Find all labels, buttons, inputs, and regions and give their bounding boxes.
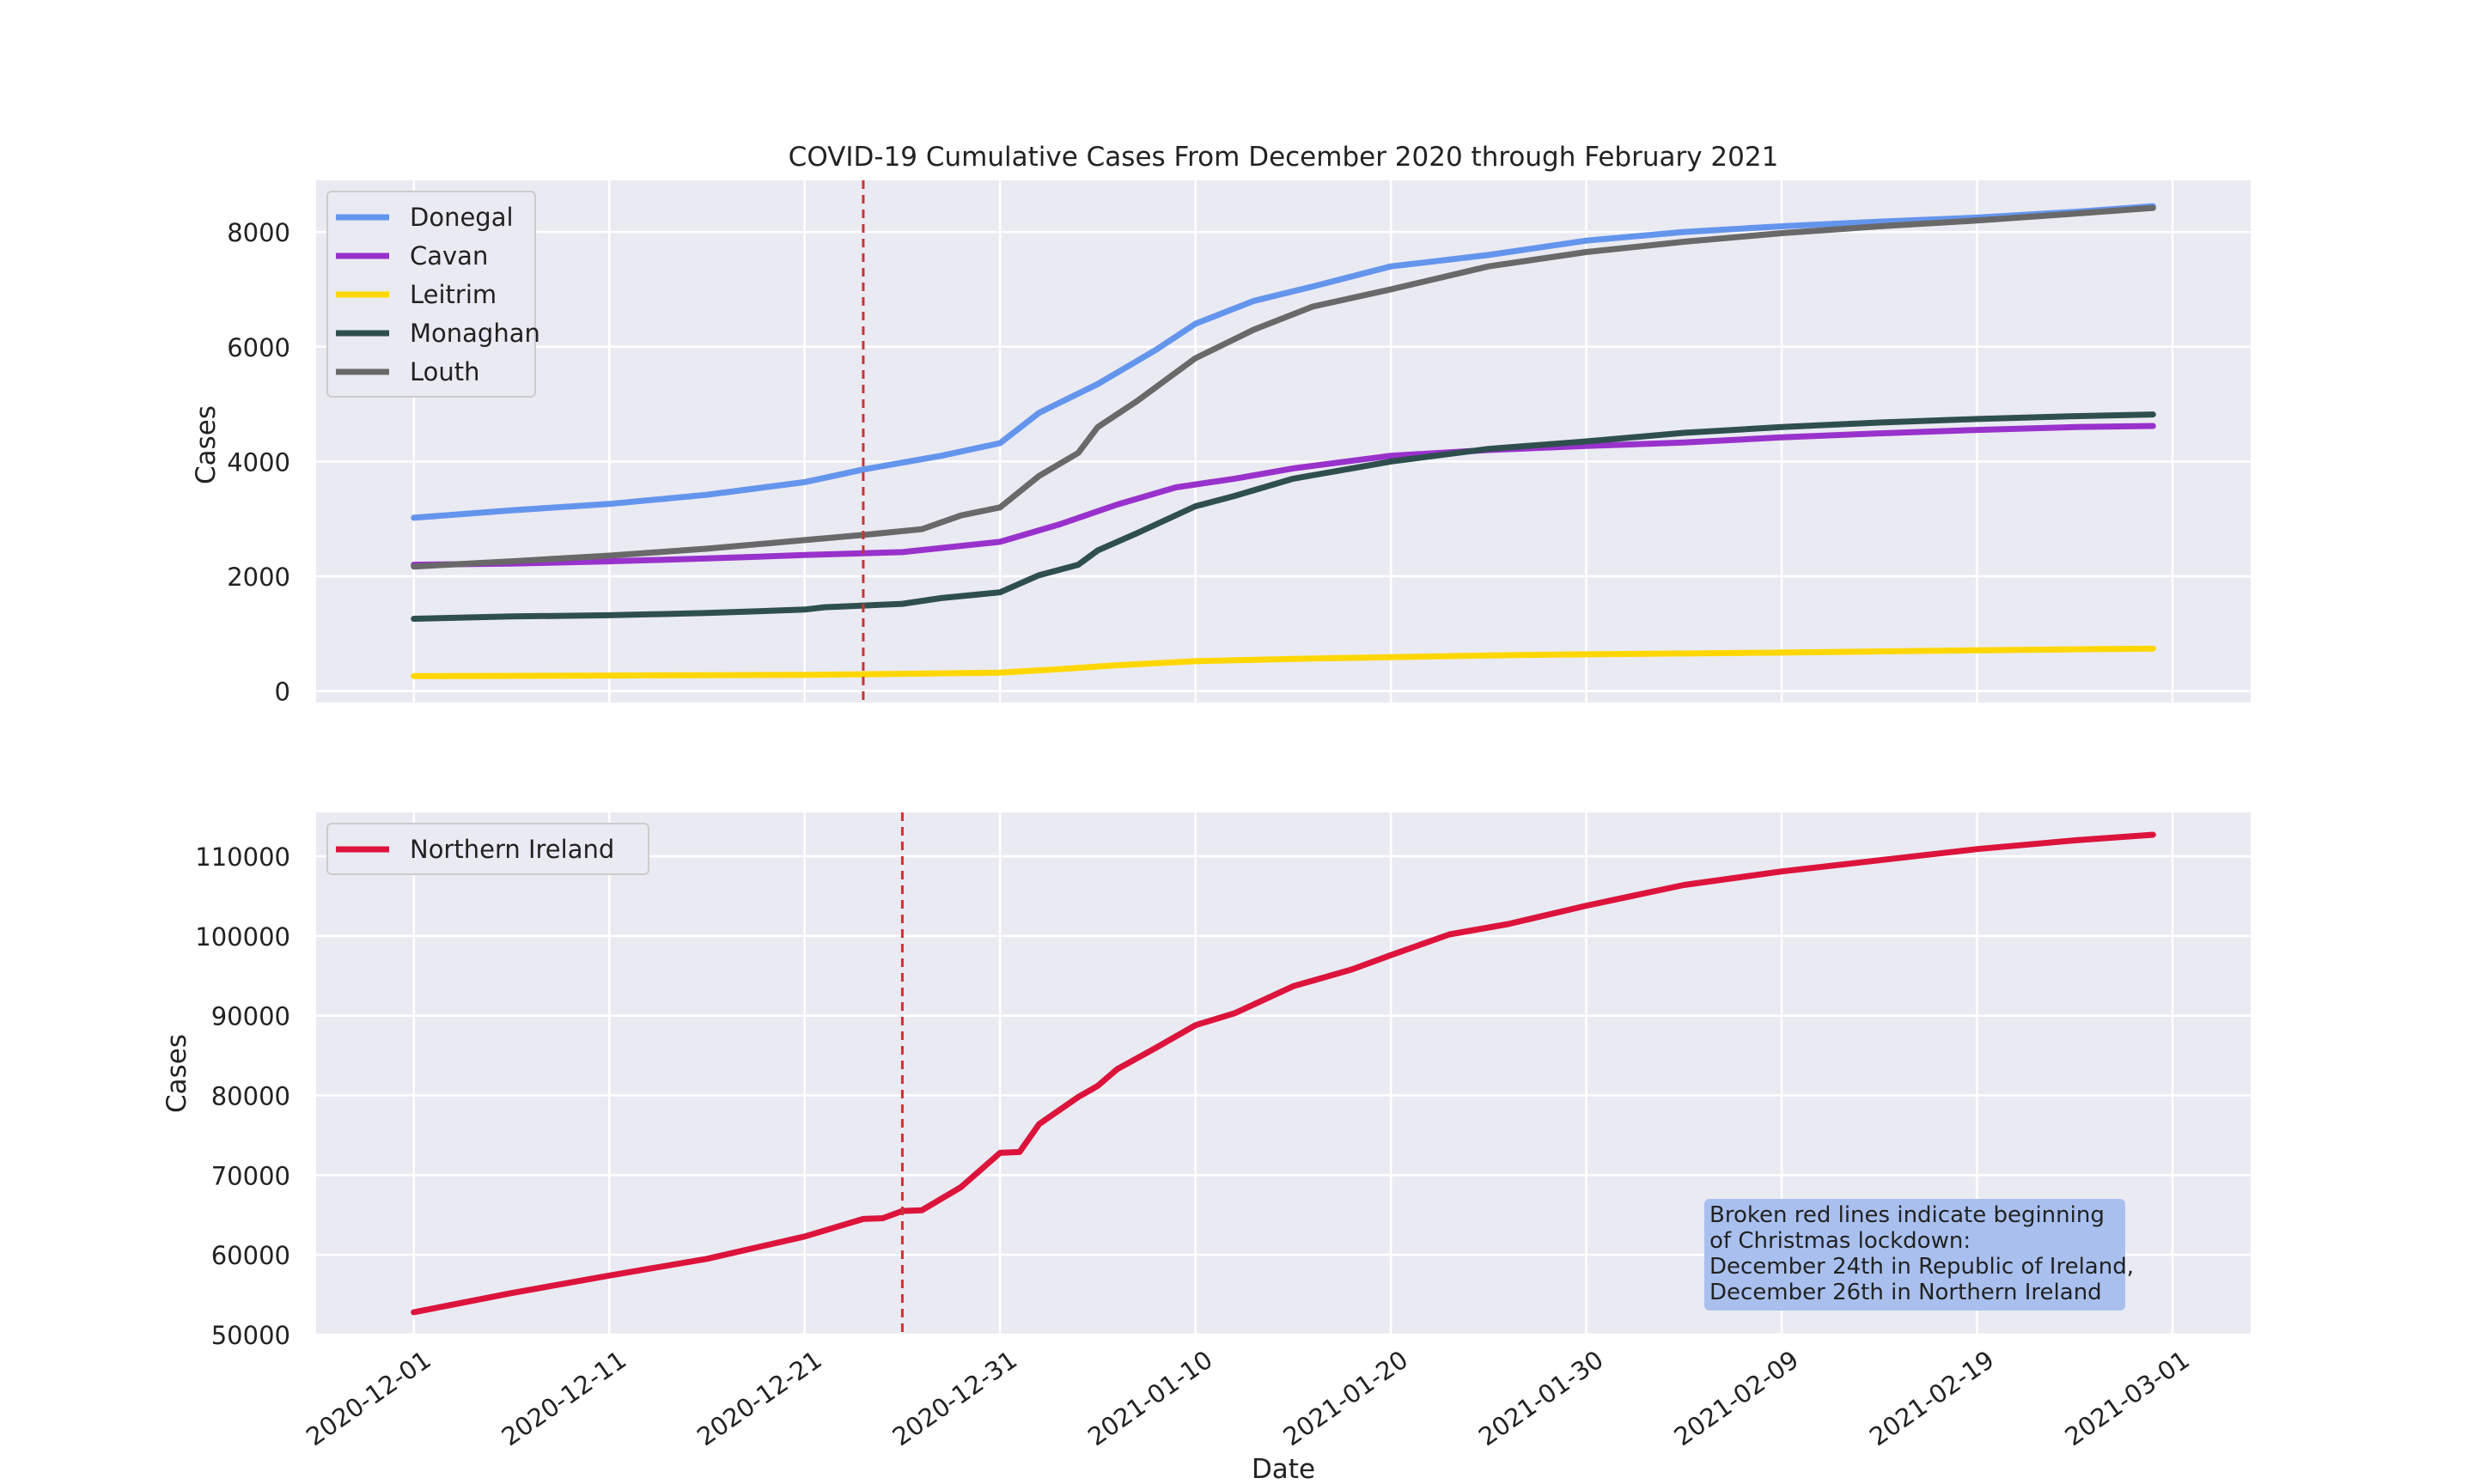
top-y-tick-label: 8000	[227, 218, 290, 247]
x-tick-label: 2021-02-19	[1864, 1345, 2000, 1452]
bottom-y-axis-label: Cases	[161, 1034, 192, 1113]
chart-title: COVID-19 Cumulative Cases From December …	[789, 142, 1779, 173]
bottom-y-tick-label: 100000	[195, 922, 290, 952]
x-tick-label: 2021-01-10	[1082, 1345, 1218, 1452]
x-tick-label: 2021-01-30	[1473, 1345, 1609, 1452]
top-plot-area	[316, 180, 2251, 702]
top-legend: Donegal Cavan Leitrim Monaghan Louth	[326, 191, 540, 398]
legend-label-monaghan: Monaghan	[410, 319, 540, 348]
bottom-legend: Northern Ireland	[326, 823, 649, 875]
top-y-axis-label: Cases	[191, 405, 222, 484]
bottom-y-tick-labels: 50000 60000 70000 80000 90000 100000 110000	[195, 842, 290, 1350]
series-line-leitrim	[411, 645, 2156, 679]
series-line-monaghan	[411, 411, 2156, 622]
legend-label-cavan: Cavan	[410, 241, 488, 271]
top-series-lines	[411, 203, 2156, 679]
legend-label-leitrim: Leitrim	[410, 280, 497, 309]
series-line-cavan	[411, 423, 2156, 569]
annotation-line-2: of Christmas lockdown:	[1709, 1228, 1971, 1254]
x-tick-labels: 2020-12-01 2020-12-11 2020-12-21 2020-12-31…	[301, 1345, 2195, 1452]
bottom-y-tick-label: 60000	[211, 1241, 290, 1270]
x-tick-label: 2020-12-21	[692, 1345, 827, 1452]
x-tick-label: 2021-01-20	[1278, 1345, 1414, 1452]
bottom-y-tick-label: 70000	[211, 1161, 290, 1190]
top-y-tick-label: 4000	[227, 447, 290, 477]
top-y-tick-label: 2000	[227, 563, 290, 592]
bottom-panel: 50000 60000 70000 80000 90000 100000 110000 20…	[161, 812, 2251, 1484]
legend-label-northern-ireland: Northern Ireland	[410, 835, 614, 864]
annotation-line-1: Broken red lines indicate beginning	[1709, 1202, 2105, 1228]
bottom-series-lines	[411, 831, 2156, 1316]
series-line-northern-ireland	[411, 831, 2156, 1316]
top-legend-box	[326, 191, 536, 398]
bottom-y-tick-label: 90000	[211, 1002, 290, 1031]
x-axis-label: Date	[1252, 1454, 1315, 1484]
x-tick-label: 2020-12-31	[887, 1345, 1023, 1452]
annotation-box: Broken red lines indicate beginning of C…	[1704, 1199, 2134, 1311]
annotation-background	[1704, 1199, 2125, 1311]
legend-label-louth: Louth	[410, 357, 480, 386]
x-tick-label: 2021-03-01	[2059, 1345, 2195, 1452]
top-y-tick-label: 6000	[227, 333, 290, 362]
bottom-y-tick-label: 80000	[211, 1082, 290, 1111]
top-y-tick-label: 0	[275, 678, 290, 707]
x-tick-label: 2020-12-01	[301, 1345, 436, 1452]
top-y-tick-labels: 0 2000 4000 6000 8000	[227, 218, 290, 707]
bottom-y-tick-label: 50000	[211, 1321, 290, 1350]
series-line-donegal	[411, 203, 2156, 521]
bottom-legend-box	[326, 823, 649, 875]
bottom-y-tick-label: 110000	[195, 842, 290, 872]
x-tick-label: 2020-12-11	[497, 1345, 632, 1452]
x-tick-label: 2021-02-09	[1669, 1345, 1805, 1452]
series-line-louth	[411, 204, 2156, 570]
annotation-line-4: December 26th in Northern Ireland	[1709, 1280, 2102, 1305]
legend-label-donegal: Donegal	[410, 203, 514, 232]
top-panel: 0 2000 4000 6000 8000 COVID-19 Cumulative Ca…	[191, 142, 2251, 707]
annotation-line-3: December 24th in Republic of Ireland,	[1709, 1254, 2134, 1280]
